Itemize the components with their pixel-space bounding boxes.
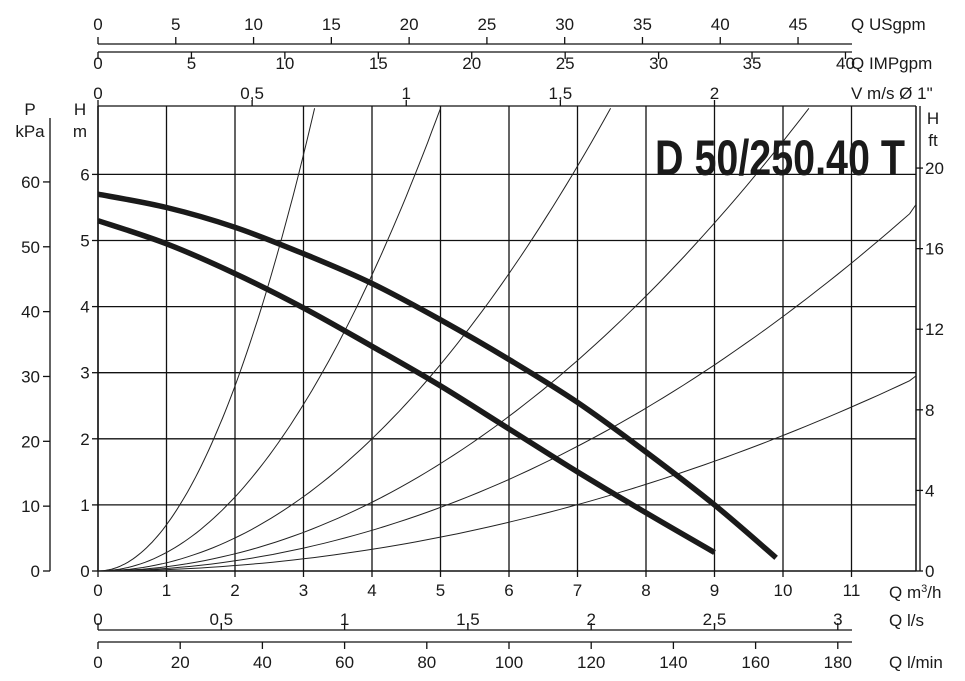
y-ft-axis-label-bottom: ft bbox=[928, 131, 938, 150]
x-impgpm-tick-label: 40 bbox=[836, 54, 855, 73]
y-ft-tick-label: 16 bbox=[925, 240, 944, 259]
system-curve bbox=[97, 107, 810, 572]
y-m-tick-label: 6 bbox=[80, 165, 89, 184]
system-curve bbox=[97, 108, 441, 572]
x-m3h-tick-label: 7 bbox=[573, 581, 582, 600]
x-m3h-axis-label: Q m3/h bbox=[889, 583, 941, 602]
y-m-axis-label-top: H bbox=[74, 100, 86, 119]
x-ls-tick-label: 0,5 bbox=[209, 610, 233, 629]
x-lmin-tick-label: 40 bbox=[253, 653, 272, 672]
x-m3h-tick-label: 3 bbox=[299, 581, 308, 600]
x-lmin-tick-label: 140 bbox=[659, 653, 687, 672]
x-lmin-tick-label: 120 bbox=[577, 653, 605, 672]
x-m3h-tick-label: 6 bbox=[504, 581, 513, 600]
x-impgpm-tick-label: 10 bbox=[275, 54, 294, 73]
y-ft-axis-label-top: H bbox=[927, 109, 939, 128]
x-velocity-axis-label: V m/s Ø 1" bbox=[851, 84, 933, 103]
y-ft-tick-label: 4 bbox=[925, 481, 934, 500]
x-lmin-tick-label: 160 bbox=[741, 653, 769, 672]
y-m-tick-label: 0 bbox=[80, 562, 89, 581]
x-usgpm-tick-label: 10 bbox=[244, 15, 263, 34]
x-usgpm-tick-label: 45 bbox=[789, 15, 808, 34]
x-ls-axis-label: Q l/s bbox=[889, 611, 924, 630]
y-m-tick-label: 1 bbox=[80, 496, 89, 515]
x-impgpm-tick-label: 30 bbox=[649, 54, 668, 73]
y-kpa-tick-label: 0 bbox=[31, 562, 40, 581]
x-velocity-tick-label: 0 bbox=[93, 84, 102, 103]
x-velocity-tick-label: 0,5 bbox=[240, 84, 264, 103]
x-velocity-tick-label: 1,5 bbox=[549, 84, 573, 103]
x-lmin-tick-label: 0 bbox=[93, 653, 102, 672]
x-impgpm-tick-label: 25 bbox=[556, 54, 575, 73]
x-m3h-tick-label: 8 bbox=[641, 581, 650, 600]
x-lmin-tick-label: 180 bbox=[824, 653, 852, 672]
x-impgpm-tick-label: 20 bbox=[462, 54, 481, 73]
y-ft-tick-label: 20 bbox=[925, 159, 944, 178]
y-m-tick-label: 4 bbox=[80, 298, 89, 317]
x-lmin-axis-label: Q l/min bbox=[889, 653, 943, 672]
y-kpa-axis-label-bottom: kPa bbox=[15, 122, 45, 141]
x-m3h-tick-label: 4 bbox=[367, 581, 376, 600]
y-kpa-tick-label: 40 bbox=[21, 303, 40, 322]
x-m3h-tick-label: 0 bbox=[93, 581, 102, 600]
x-usgpm-tick-label: 25 bbox=[477, 15, 496, 34]
x-ls-tick-label: 1 bbox=[340, 610, 349, 629]
x-m3h-tick-label: 5 bbox=[436, 581, 445, 600]
chart-title: D 50/250.40 T bbox=[655, 130, 905, 186]
chart-axes: 0 1 2 3 4 5 6 7 8 9 10 11 Q m3/h0 0,5 1 1,5 2 2,5 3 Q l/s0 2… bbox=[15, 15, 944, 672]
y-ft-tick-label: 0 bbox=[925, 562, 934, 581]
x-velocity-tick-label: 2 bbox=[710, 84, 719, 103]
system-curve bbox=[98, 375, 917, 572]
x-usgpm-axis-label: Q USgpm bbox=[851, 15, 926, 34]
x-velocity-tick-label: 1 bbox=[402, 84, 411, 103]
x-ls-tick-label: 0 bbox=[93, 610, 102, 629]
y-m-axis-label-bottom: m bbox=[73, 122, 87, 141]
y-kpa-tick-label: 60 bbox=[21, 173, 40, 192]
x-ls-tick-label: 1,5 bbox=[456, 610, 480, 629]
y-kpa-axis-label-top: P bbox=[24, 100, 35, 119]
system-curves bbox=[97, 107, 917, 572]
plot-grid bbox=[97, 105, 921, 572]
x-m3h-tick-label: 1 bbox=[162, 581, 171, 600]
x-impgpm-tick-label: 5 bbox=[187, 54, 196, 73]
x-lmin-tick-label: 60 bbox=[335, 653, 354, 672]
system-curve bbox=[97, 204, 917, 572]
y-m-tick-label: 5 bbox=[80, 232, 89, 251]
x-impgpm-tick-label: 15 bbox=[369, 54, 388, 73]
x-lmin-tick-label: 100 bbox=[495, 653, 523, 672]
x-usgpm-tick-label: 0 bbox=[93, 15, 102, 34]
y-kpa-tick-label: 10 bbox=[21, 497, 40, 516]
x-usgpm-tick-label: 30 bbox=[555, 15, 574, 34]
y-ft-tick-label: 12 bbox=[925, 320, 944, 339]
x-impgpm-tick-label: 0 bbox=[93, 54, 102, 73]
x-m3h-tick-label: 11 bbox=[843, 581, 861, 600]
x-usgpm-tick-label: 15 bbox=[322, 15, 341, 34]
x-ls-tick-label: 2 bbox=[586, 610, 595, 629]
system-curve bbox=[97, 108, 612, 572]
x-usgpm-tick-label: 5 bbox=[171, 15, 180, 34]
x-lmin-tick-label: 80 bbox=[417, 653, 436, 672]
y-m-tick-label: 2 bbox=[80, 430, 89, 449]
x-usgpm-tick-label: 20 bbox=[400, 15, 419, 34]
y-kpa-tick-label: 30 bbox=[21, 367, 40, 386]
y-m-tick-label: 3 bbox=[80, 364, 89, 383]
x-ls-tick-label: 3 bbox=[833, 610, 842, 629]
pump-curve-2 bbox=[97, 218, 716, 555]
y-kpa-tick-label: 20 bbox=[21, 432, 40, 451]
x-usgpm-tick-label: 35 bbox=[633, 15, 652, 34]
y-kpa-tick-label: 50 bbox=[21, 238, 40, 257]
x-impgpm-tick-label: 35 bbox=[743, 54, 762, 73]
x-m3h-tick-label: 9 bbox=[710, 581, 719, 600]
system-curve bbox=[97, 108, 316, 572]
x-usgpm-tick-label: 40 bbox=[711, 15, 730, 34]
x-m3h-tick-label: 2 bbox=[230, 581, 239, 600]
x-lmin-tick-label: 20 bbox=[171, 653, 190, 672]
pump-curves bbox=[97, 191, 778, 560]
y-ft-tick-label: 8 bbox=[925, 401, 934, 420]
x-ls-tick-label: 2,5 bbox=[703, 610, 727, 629]
x-impgpm-axis-label: Q IMPgpm bbox=[851, 54, 932, 73]
x-m3h-tick-label: 10 bbox=[774, 581, 793, 600]
pump-curve-1 bbox=[97, 191, 778, 560]
